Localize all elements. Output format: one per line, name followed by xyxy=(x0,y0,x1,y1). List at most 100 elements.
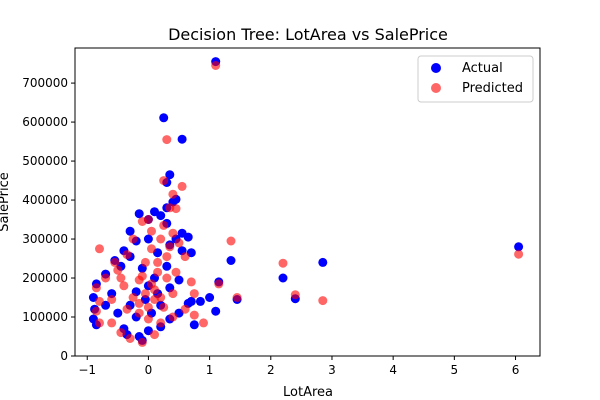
predicted-point-1 xyxy=(162,135,172,145)
y-axis-label: SalePrice xyxy=(0,172,12,232)
chart-title: Decision Tree: LotArea vs SalePrice xyxy=(168,25,448,44)
predicted-point-39 xyxy=(189,289,199,299)
predicted-point-68 xyxy=(137,271,147,281)
predicted-point-58 xyxy=(128,293,138,302)
predicted-point-65 xyxy=(153,257,163,267)
y-tick-label: 300000 xyxy=(22,232,68,246)
y-tick-label: 400000 xyxy=(22,193,68,207)
predicted-point-47 xyxy=(140,257,150,267)
predicted-point-24 xyxy=(91,283,101,293)
actual-point-52 xyxy=(143,234,153,244)
predicted-point-10 xyxy=(147,226,156,236)
predicted-point-27 xyxy=(95,318,104,328)
predicted-point-56 xyxy=(159,302,169,312)
plot-frame xyxy=(74,47,541,357)
y-tick-label: 100000 xyxy=(22,310,68,324)
predicted-point-35 xyxy=(180,304,190,314)
actual-point-9 xyxy=(134,209,144,219)
x-tick-label: 0 xyxy=(145,363,153,377)
predicted-point-55 xyxy=(143,302,153,312)
actual-point-46 xyxy=(226,256,236,265)
actual-point-1 xyxy=(159,113,169,123)
x-tick-label: 3 xyxy=(328,363,336,377)
legend-frame xyxy=(417,55,534,103)
predicted-point-46 xyxy=(147,244,156,254)
actual-point-40 xyxy=(186,296,196,306)
actual-point-2 xyxy=(177,134,187,144)
predicted-point-11 xyxy=(168,228,178,238)
predicted-point-16 xyxy=(95,244,104,254)
actual-point-44 xyxy=(211,306,221,316)
predicted-point-18 xyxy=(180,252,190,262)
predicted-point-6 xyxy=(171,204,181,214)
predicted-point-63 xyxy=(143,314,153,324)
actual-point-64 xyxy=(174,275,184,285)
predicted-point-42 xyxy=(278,258,288,268)
y-tick-label: 600000 xyxy=(22,115,68,129)
y-tick-label: 700000 xyxy=(22,76,68,90)
predicted-point-48 xyxy=(153,267,163,277)
y-tick-label: 0 xyxy=(60,349,68,363)
predicted-point-60 xyxy=(171,267,181,277)
predicted-point-3 xyxy=(177,181,187,191)
legend-marker-predicted xyxy=(431,83,441,93)
predicted-point-22 xyxy=(113,265,123,275)
predicted-point-2 xyxy=(159,176,169,186)
predicted-point-69 xyxy=(150,295,159,304)
predicted-point-32 xyxy=(150,330,159,340)
predicted-point-51 xyxy=(150,285,159,295)
predicted-point-14 xyxy=(174,238,184,248)
predicted-point-66 xyxy=(116,273,126,283)
predicted-point-13 xyxy=(128,234,138,244)
actual-point-43 xyxy=(205,293,215,302)
actual-point-41 xyxy=(189,320,199,330)
legend-marker-actual xyxy=(431,63,441,73)
x-tick-label: 2 xyxy=(267,363,275,377)
actual-point-62 xyxy=(113,308,123,318)
x-tick-label: 4 xyxy=(389,363,397,377)
legend-label-predicted: Predicted xyxy=(462,81,523,96)
predicted-point-8 xyxy=(137,217,147,226)
predicted-point-28 xyxy=(107,318,117,328)
predicted-point-37 xyxy=(199,318,208,328)
predicted-point-57 xyxy=(122,304,132,314)
predicted-point-36 xyxy=(189,310,199,320)
predicted-point-44 xyxy=(318,296,328,306)
predicted-point-67 xyxy=(168,289,178,299)
predicted-point-15 xyxy=(165,242,175,252)
predicted-point-17 xyxy=(226,236,236,246)
actual-point-50 xyxy=(318,257,328,267)
y-tick-label: 500000 xyxy=(22,154,68,168)
predicted-point-61 xyxy=(119,281,129,291)
legend: Actual Predicted xyxy=(417,55,534,103)
actual-point-14 xyxy=(125,226,135,236)
predicted-point-12 xyxy=(156,234,166,244)
predicted-point-45 xyxy=(514,249,524,259)
actual-point-42 xyxy=(195,296,205,306)
x-axis-label: LotArea xyxy=(283,385,333,400)
predicted-point-19 xyxy=(162,252,172,262)
actual-point-10 xyxy=(156,211,166,221)
points-layer xyxy=(88,57,524,347)
actual-point-51 xyxy=(514,242,524,252)
y-axis: 0 100000 200000 300000 400000 500000 600000 700… xyxy=(22,76,75,363)
predicted-point-30 xyxy=(125,334,135,343)
predicted-point-54 xyxy=(134,298,144,308)
y-tick-label: 200000 xyxy=(22,271,68,285)
x-tick-label: 1 xyxy=(206,363,214,377)
predicted-point-9 xyxy=(159,220,169,230)
actual-point-48 xyxy=(278,273,288,283)
predicted-point-21 xyxy=(110,257,120,267)
predicted-point-29 xyxy=(116,328,126,338)
x-tick-label: 6 xyxy=(512,363,520,377)
x-tick-label: −1 xyxy=(78,363,96,377)
predicted-point-0 xyxy=(211,61,221,70)
actual-point-69 xyxy=(162,261,172,271)
predicted-point-23 xyxy=(101,273,111,283)
predicted-point-38 xyxy=(186,277,196,287)
predicted-point-62 xyxy=(107,295,117,304)
predicted-point-20 xyxy=(122,250,132,260)
predicted-point-34 xyxy=(168,312,178,322)
predicted-point-26 xyxy=(91,306,101,316)
